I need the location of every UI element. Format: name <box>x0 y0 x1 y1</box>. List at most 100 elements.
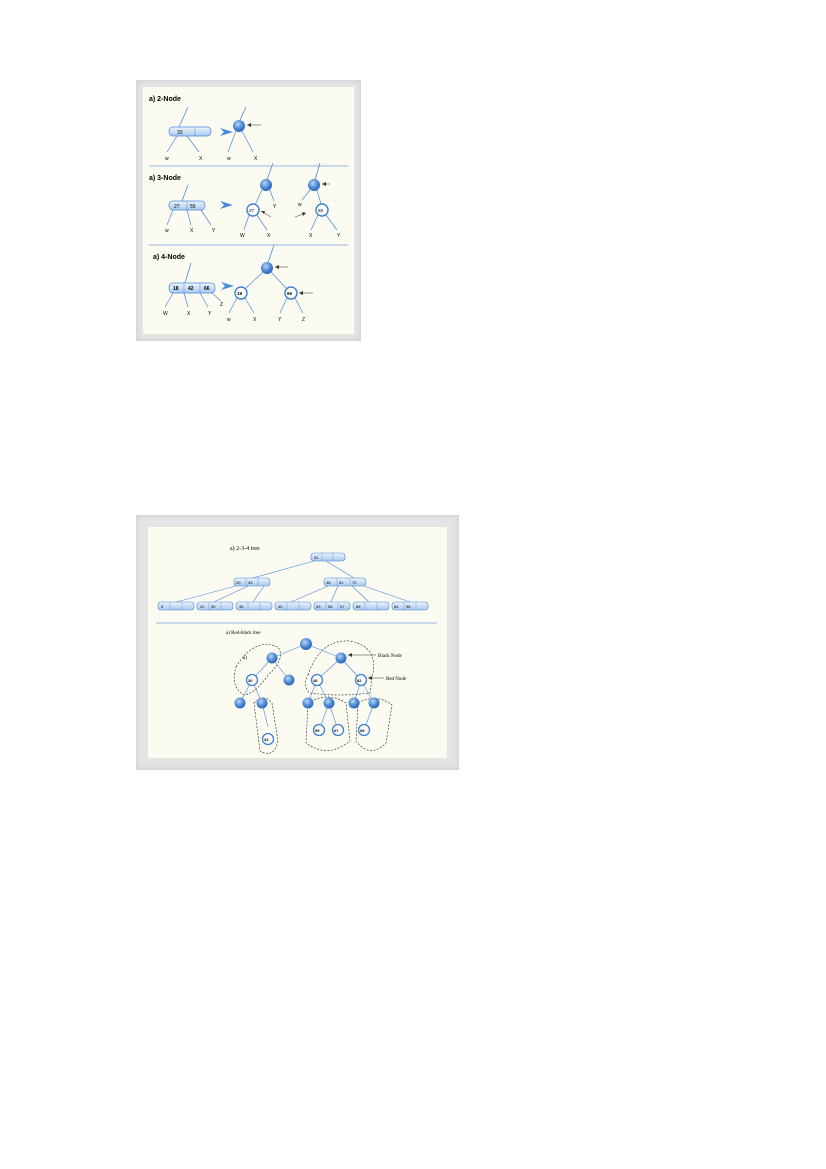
three-node-key: 27 <box>174 204 180 210</box>
node-label: Y <box>212 228 216 234</box>
node-label: X <box>199 156 203 162</box>
leaf-key: 30 <box>211 604 216 609</box>
node-label: Z <box>220 302 223 308</box>
red-black-tree-heading: a) Red-black tree <box>226 631 261 636</box>
black-node <box>233 120 245 132</box>
two-node-key: 33 <box>177 130 183 136</box>
red-node <box>357 723 371 737</box>
tree-leaf: 84 96 <box>391 601 429 611</box>
red-node <box>312 723 326 737</box>
black-node <box>368 697 380 709</box>
node-label: X <box>267 233 271 239</box>
red-node-key: 18 <box>237 291 243 296</box>
pointer-arrow-icon <box>302 212 306 216</box>
red-node-key: 48 <box>313 678 318 683</box>
node-key: 48 <box>326 580 331 585</box>
red-node <box>310 673 324 687</box>
tree-leaf: 65 <box>352 601 390 611</box>
black-node <box>261 262 273 274</box>
pointer-arrow-icon <box>299 291 303 295</box>
leaf-key: 96 <box>406 604 411 609</box>
tree-node-root <box>310 552 346 562</box>
black-node <box>348 697 360 709</box>
pointer-arrow-icon <box>348 653 352 657</box>
leaf-key: 53 <box>316 604 321 609</box>
black-node <box>323 697 335 709</box>
tree-leaf: 40 <box>274 601 312 611</box>
four-node-key: 66 <box>204 286 210 292</box>
figure-node-types: a) 2-Node 33 w X w X a) 3-Node 27 <box>136 80 361 341</box>
tree-leaf: 35 <box>235 601 273 611</box>
black-node <box>256 697 268 709</box>
black-node <box>283 674 295 686</box>
red-node <box>261 732 275 746</box>
red-node <box>284 286 298 300</box>
red-node <box>234 286 248 300</box>
red-node-key: 59 <box>315 728 320 733</box>
black-node <box>300 638 312 650</box>
node-label: X <box>190 228 194 234</box>
node-label: W <box>163 311 168 317</box>
red-node <box>245 673 259 687</box>
transform-arrow-icon <box>220 201 233 209</box>
root-key: 51 <box>314 555 319 560</box>
leaf-key: 35 <box>239 604 244 609</box>
black-node <box>266 652 278 664</box>
pointer-arrow-icon <box>322 182 326 186</box>
pointer-arrow-icon <box>261 211 265 214</box>
red-node-key: 82 <box>357 678 362 683</box>
four-node-key: 42 <box>188 286 194 292</box>
red-node-key: 27 <box>249 208 255 213</box>
node-key: 33 <box>248 580 253 585</box>
node-label: X <box>187 311 191 317</box>
leaf-key: 5 <box>161 604 164 609</box>
red-node-key: 68 <box>360 728 365 733</box>
group-outline <box>305 640 374 696</box>
node-label: Y <box>278 317 282 323</box>
four-node-key: 18 <box>173 286 179 292</box>
node-key: 20 <box>236 580 241 585</box>
node-key: 72 <box>352 580 357 585</box>
leaf-key: 40 <box>278 604 283 609</box>
node-label: w <box>227 317 231 323</box>
section-heading-3-node: a) 3-Node <box>149 175 181 182</box>
pointer-arrow-icon <box>275 265 279 269</box>
red-node-key: 66 <box>287 291 293 296</box>
group-outline <box>355 698 393 751</box>
red-node <box>315 203 329 217</box>
tree-leaf: 53 55 57 <box>313 601 351 611</box>
234-tree-heading: a) 2-3-4 tree <box>230 545 260 552</box>
red-node <box>246 203 260 217</box>
leaf-key: 84 <box>394 604 399 609</box>
node-label: Y <box>273 204 277 210</box>
section-heading-2-node: a) 2-Node <box>149 96 181 103</box>
leaf-key: 65 <box>356 604 361 609</box>
black-node <box>260 179 272 191</box>
transform-arrow-icon <box>221 282 234 290</box>
node-label: w <box>227 156 231 162</box>
red-node-callout: Red Node <box>386 677 407 682</box>
four-node-bar <box>168 282 216 294</box>
node-label: X <box>309 233 313 239</box>
group-outline <box>305 696 351 751</box>
tree-comparison-diagram: a) 2-3-4 tree 51 20 33 48 61 72 <box>156 545 437 754</box>
tree-leaf: 22 30 <box>196 601 234 611</box>
pointer-arrow-icon <box>247 123 251 127</box>
node-types-diagram: a) 2-Node 33 w X w X a) 3-Node 27 <box>149 96 348 323</box>
leaf-key: 22 <box>200 604 205 609</box>
node-label: X <box>253 317 257 323</box>
red-node <box>331 723 345 737</box>
red-node-key: 67 <box>334 728 339 733</box>
node-label: W <box>240 233 245 239</box>
figure-234-and-redblack: a) 2-3-4 tree 51 20 33 48 61 72 <box>136 515 459 770</box>
node-label: Y <box>337 233 341 239</box>
leaf-key: 57 <box>340 604 345 609</box>
section-heading-4-node: a) 4-Node <box>153 254 185 261</box>
side-label: a) <box>243 656 247 661</box>
node-label: Y <box>208 311 212 317</box>
red-node-key: 33 <box>264 737 269 742</box>
black-node-callout: Black Node <box>378 654 403 659</box>
two-node-bar <box>168 126 212 137</box>
tree-node-level2 <box>323 577 367 587</box>
three-node-key: 55 <box>190 204 196 210</box>
